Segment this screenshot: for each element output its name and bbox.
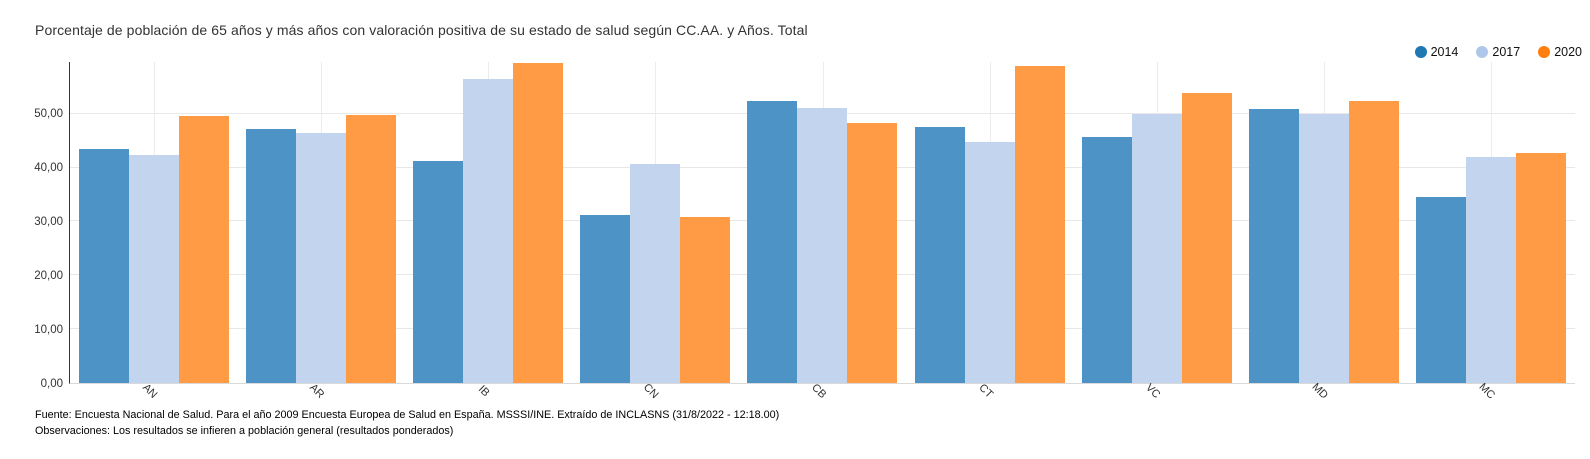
x-tick-label-VC: VC	[1143, 381, 1163, 401]
bar-2017-AR[interactable]	[295, 133, 346, 383]
bar-2020-MD[interactable]	[1349, 101, 1400, 383]
plot-area: 0,00 10,00 20,00 30,00 40,00 50,00 AN AR IB CN CB…	[34, 62, 1575, 402]
legend-item-2014[interactable]: 2014	[1414, 45, 1459, 59]
bar-2020-AN[interactable]	[178, 116, 229, 383]
bar-2014-IB[interactable]	[413, 161, 464, 383]
y-tick-label: 30,00	[34, 215, 63, 228]
chart-title: Porcentaje de población de 65 años y más…	[35, 22, 808, 38]
bar-2017-AN[interactable]	[128, 155, 179, 383]
x-tick-label-IB: IB	[475, 383, 492, 400]
bar-2020-MC[interactable]	[1516, 153, 1567, 383]
legend-dot-icon	[1414, 46, 1427, 58]
x-tick-label-CN: CN	[641, 381, 661, 402]
bar-2014-MD[interactable]	[1249, 108, 1300, 383]
legend-item-2017[interactable]: 2017	[1476, 45, 1520, 59]
bar-2017-CB[interactable]	[797, 108, 848, 383]
bar-2020-CT[interactable]	[1014, 66, 1065, 383]
x-tick-label-MC: MC	[1476, 380, 1498, 402]
x-tick-label-CB: CB	[808, 381, 828, 401]
bar-2017-IB[interactable]	[463, 78, 514, 383]
y-tick-label: 40,00	[34, 162, 63, 175]
bar-2014-AN[interactable]	[78, 149, 129, 383]
bar-2020-VC[interactable]	[1181, 92, 1232, 383]
bar-2014-CB[interactable]	[747, 101, 798, 383]
chart-footer: Fuente: Encuesta Nacional de Salud. Para…	[35, 408, 779, 439]
bar-2014-CN[interactable]	[580, 214, 631, 383]
legend-label: 2020	[1554, 45, 1582, 59]
legend-label: 2014	[1430, 45, 1459, 59]
bar-group-CT	[906, 62, 1073, 383]
bar-2017-MD[interactable]	[1299, 114, 1350, 383]
bar-groups	[70, 62, 1575, 383]
bar-2014-AR[interactable]	[245, 129, 296, 383]
y-tick-label: 0,00	[40, 377, 63, 390]
bar-2020-AR[interactable]	[345, 114, 396, 383]
x-tick-label-AN: AN	[139, 381, 160, 401]
legend-dot-icon	[1538, 46, 1551, 58]
x-tick-label-MD: MD	[1309, 380, 1331, 402]
x-tick-label-AR: AR	[306, 381, 327, 401]
bar-2017-CT[interactable]	[964, 141, 1015, 383]
footer-source-line: Fuente: Encuesta Nacional de Salud. Para…	[35, 409, 780, 421]
bar-2017-MC[interactable]	[1466, 157, 1517, 383]
y-tick-label: 50,00	[34, 108, 63, 121]
y-axis-ticks: 0,00 10,00 20,00 30,00 40,00 50,00	[34, 62, 1575, 389]
bar-group-CB	[739, 62, 906, 383]
bar-2014-VC[interactable]	[1081, 136, 1132, 383]
y-tick-label: 20,00	[34, 269, 63, 282]
bar-2014-MC[interactable]	[1416, 197, 1467, 383]
bar-group-MD	[1241, 62, 1408, 383]
bar-group-CN	[572, 62, 739, 383]
bar-2014-CT[interactable]	[914, 126, 965, 383]
bar-2020-CB[interactable]	[847, 122, 898, 383]
legend-dot-icon	[1476, 46, 1489, 58]
bar-2017-VC[interactable]	[1131, 113, 1182, 383]
x-tick-label-CT: CT	[976, 381, 995, 401]
bar-2020-IB[interactable]	[513, 62, 564, 383]
bar-group-MC	[1408, 62, 1575, 383]
bar-group-VC	[1073, 62, 1240, 383]
bar-group-AN	[70, 62, 237, 383]
bar-group-IB	[404, 62, 571, 383]
legend-label: 2017	[1492, 45, 1521, 59]
legend: 2014 2017 2020	[1414, 45, 1582, 59]
bar-2017-CN[interactable]	[630, 163, 681, 383]
legend-item-2020[interactable]: 2020	[1538, 45, 1582, 59]
y-tick-label: 10,00	[34, 323, 63, 336]
footer-observations-line: Observaciones: Los resultados se infiere…	[35, 424, 454, 437]
bar-2020-CN[interactable]	[680, 216, 731, 383]
bar-group-AR	[237, 62, 404, 383]
